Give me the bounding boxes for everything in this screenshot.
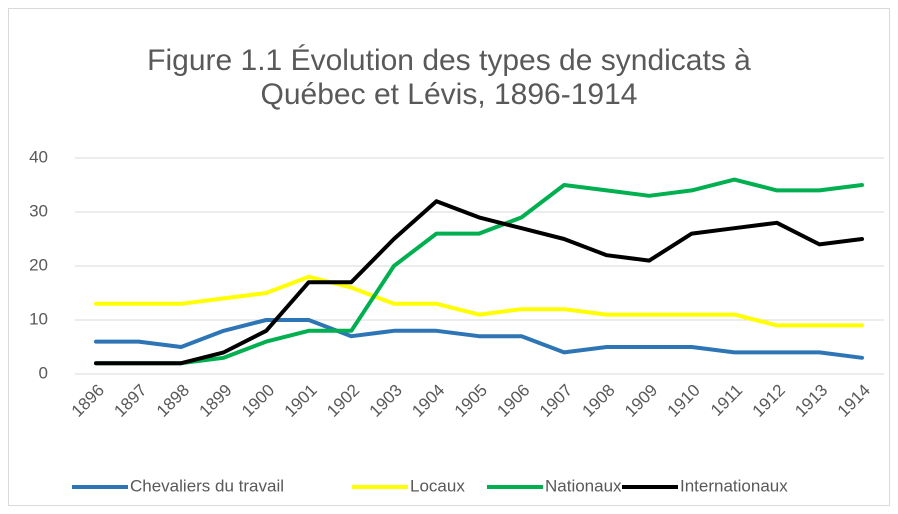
series-line — [94, 274, 864, 328]
series-line — [94, 199, 864, 366]
y-tick-label: 40 — [29, 147, 48, 166]
series-line — [94, 318, 864, 360]
legend-label: Nationaux — [545, 476, 622, 495]
legend-label: Locaux — [410, 476, 465, 495]
legend-label: Internationaux — [680, 476, 788, 495]
y-tick-label: 0 — [39, 363, 48, 382]
y-tick-label: 20 — [29, 255, 48, 274]
y-tick-label: 30 — [29, 201, 48, 220]
series-line — [94, 177, 864, 366]
chart-border — [8, 8, 890, 506]
legend-label: Chevaliers du travail — [130, 476, 284, 495]
chart-title: Figure 1.1 Évolution des types de syndic… — [147, 44, 751, 111]
y-tick-label: 10 — [29, 309, 48, 328]
